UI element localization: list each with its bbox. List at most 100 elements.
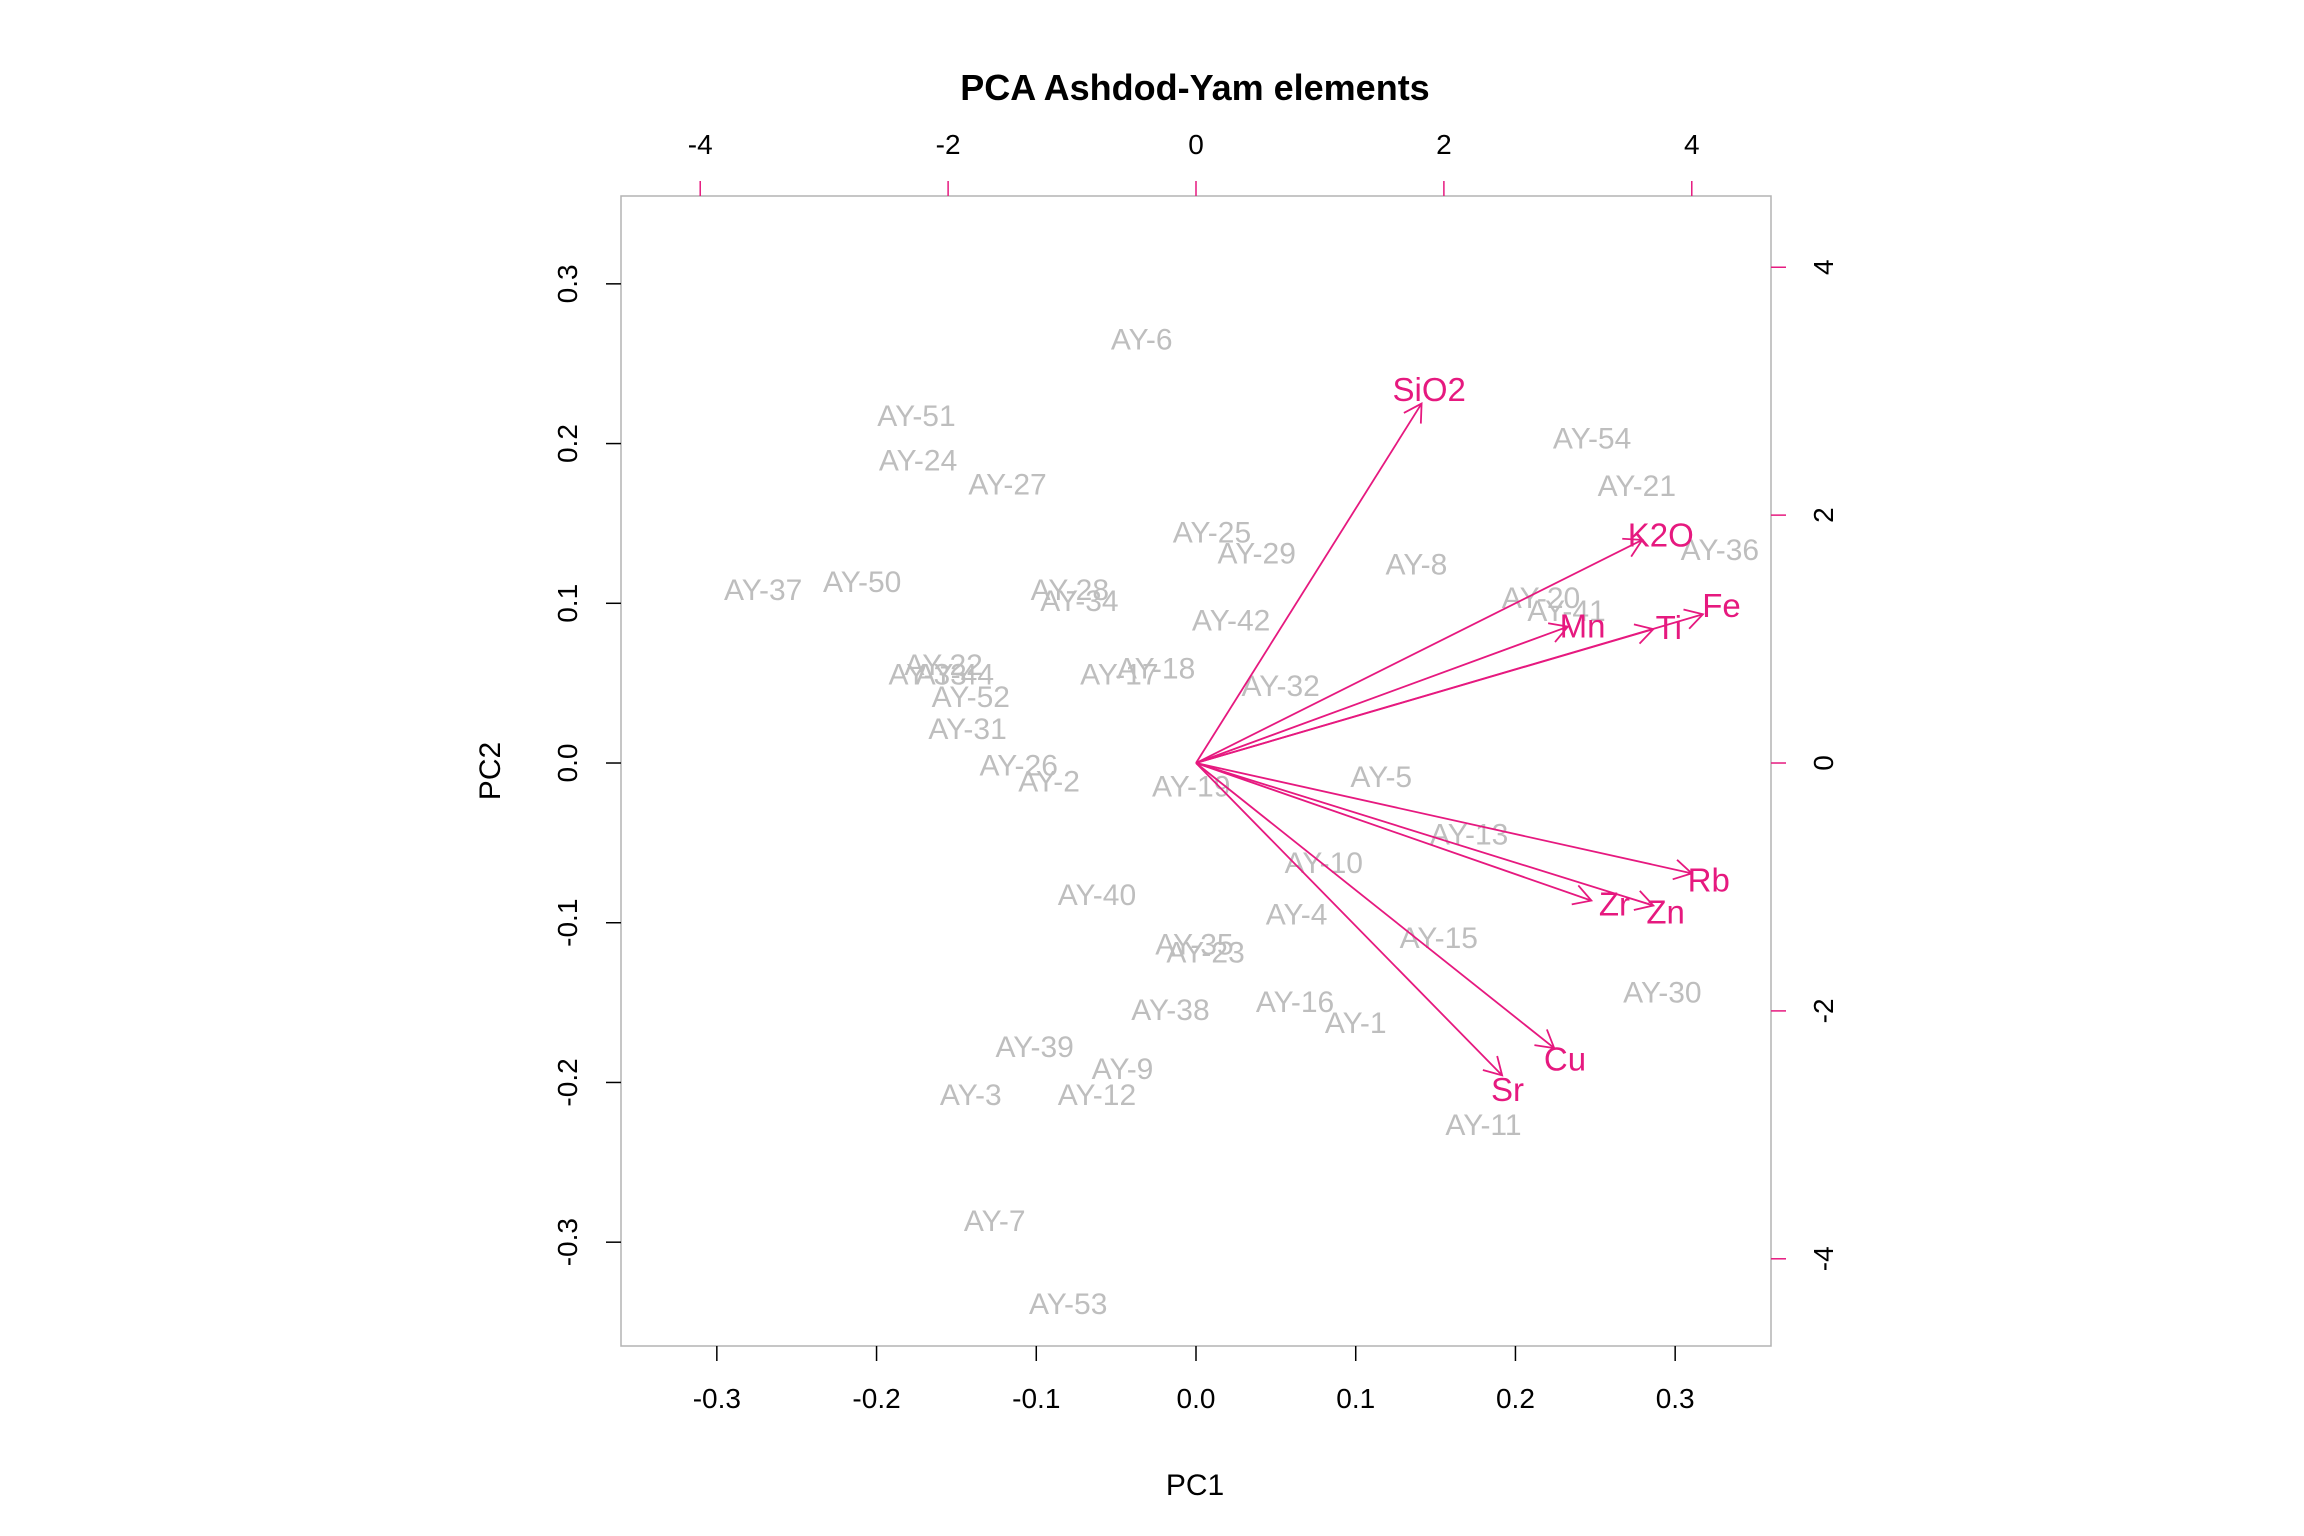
x-tick-label: -0.3 (693, 1383, 741, 1414)
observation-ay-19: AY-19 (1152, 770, 1230, 803)
observation-ay-31: AY-31 (928, 713, 1006, 746)
right-tick-label: 4 (1808, 259, 1839, 275)
observation-ay-17: AY-17 (1080, 659, 1158, 692)
y-tick-label: 0.2 (552, 424, 583, 463)
observation-ay-38: AY-38 (1131, 994, 1209, 1027)
chart-title: PCA Ashdod-Yam elements (960, 67, 1429, 108)
y-axis-title: PC2 (474, 742, 507, 800)
variable-label-fe: Fe (1702, 587, 1741, 624)
arrowhead-zr (1571, 884, 1594, 906)
arrow-zn (1195, 762, 1654, 907)
arrow-k2o (1195, 539, 1643, 764)
variable-label-cu: Cu (1544, 1040, 1586, 1077)
observation-ay-20: AY-20 (1502, 582, 1580, 615)
observation-ay-50: AY-50 (823, 566, 901, 599)
x-tick-label: -0.2 (852, 1383, 900, 1414)
observation-ay-29: AY-29 (1217, 537, 1295, 570)
arrow-rb (1195, 762, 1692, 875)
observation-ay-6: AY-6 (1111, 323, 1173, 356)
arrow-cu (1195, 762, 1555, 1049)
arrow-sio2 (1195, 403, 1423, 764)
arrow-ti (1195, 628, 1654, 764)
x-tick-label: 0.2 (1496, 1383, 1535, 1414)
observation-ay-12: AY-12 (1058, 1079, 1136, 1112)
y-tick-label: -0.3 (552, 1218, 583, 1266)
y-tick-label: -0.1 (552, 899, 583, 947)
observation-ay-25: AY-25 (1173, 517, 1251, 550)
arrow-zr (1195, 762, 1592, 902)
arrowhead-sio2 (1403, 402, 1423, 424)
arrowhead-fe (1683, 608, 1705, 630)
y-axis-right: -4 -2 0 2 4 (1771, 259, 1839, 1271)
x-tick-label: 0.3 (1656, 1383, 1695, 1414)
top-tick-label: 4 (1684, 129, 1700, 160)
observation-ay-22: AY-22 (904, 649, 982, 682)
observation-ay-7: AY-7 (964, 1205, 1026, 1238)
variable-label-rb: Rb (1688, 862, 1730, 899)
observation-ay-4: AY-4 (1266, 898, 1328, 931)
top-tick-label: -2 (936, 129, 961, 160)
observation-ay-41: AY-41 (1527, 595, 1605, 628)
observation-ay-27: AY-27 (968, 469, 1046, 502)
variable-arrows (1195, 402, 1705, 1077)
variable-label-sio2: SiO2 (1393, 371, 1466, 408)
observation-ay-37: AY-37 (724, 574, 802, 607)
variable-label-zr: Zr (1599, 885, 1630, 922)
observation-ay-8: AY-8 (1386, 548, 1448, 581)
observation-ay-35: AY-35 (1155, 929, 1233, 962)
top-tick-label: -4 (688, 129, 713, 160)
observation-ay-36: AY-36 (1681, 534, 1759, 567)
x-tick-label: 0.0 (1177, 1383, 1216, 1414)
observation-ay-44: AY-44 (916, 659, 994, 692)
observation-ay-15: AY-15 (1400, 922, 1478, 955)
observation-ay-30: AY-30 (1623, 977, 1701, 1010)
arrow-sr (1195, 762, 1503, 1076)
right-tick-label: 2 (1808, 507, 1839, 523)
y-tick-label: 0.3 (552, 264, 583, 303)
observation-ay-42: AY-42 (1192, 604, 1270, 637)
y-tick-label: -0.2 (552, 1058, 583, 1106)
observation-ay-11: AY-11 (1445, 1109, 1521, 1142)
arrow-mn (1195, 625, 1569, 764)
arrowhead-zn (1633, 890, 1656, 911)
variable-label-mn: Mn (1560, 608, 1606, 645)
observation-ay-51: AY-51 (877, 400, 955, 433)
observation-ay-3: AY-3 (940, 1079, 1002, 1112)
observation-ay-2: AY-2 (1018, 766, 1080, 799)
x-axis-top: -4 -2 0 2 4 (688, 129, 1700, 196)
observation-ay-33: AY-33 (888, 659, 966, 692)
y-tick-label: 0.0 (552, 744, 583, 783)
observation-ay-1: AY-1 (1325, 1007, 1387, 1040)
observation-ay-24: AY-24 (879, 445, 957, 478)
observation-ay-28: AY-28 (1031, 574, 1109, 607)
observation-ay-18: AY-18 (1117, 652, 1195, 685)
observation-ay-21: AY-21 (1598, 470, 1676, 503)
arrowhead-cu (1534, 1029, 1556, 1050)
top-tick-label: 2 (1436, 129, 1452, 160)
observation-ay-9: AY-9 (1092, 1053, 1154, 1086)
observation-ay-32: AY-32 (1241, 670, 1319, 703)
arrowhead-rb (1672, 859, 1694, 881)
observation-ay-40: AY-40 (1058, 879, 1136, 912)
variable-label-sr: Sr (1491, 1071, 1524, 1108)
right-tick-label: -2 (1808, 998, 1839, 1023)
arrowhead-k2o (1622, 537, 1644, 558)
arrowhead-sr (1482, 1055, 1504, 1077)
observation-ay-39: AY-39 (995, 1031, 1073, 1064)
x-axis-bottom: -0.3 -0.2 -0.1 0.0 0.1 0.2 0.3 (693, 1346, 1695, 1414)
observation-ay-5: AY-5 (1350, 761, 1412, 794)
x-axis-title: PC1 (1166, 1469, 1224, 1502)
observation-labels: AY-6AY-51AY-24AY-27AY-54AY-21AY-36AY-25A… (724, 323, 1759, 1321)
variable-label-k2o: K2O (1628, 517, 1694, 554)
y-axis-left: -0.3 -0.2 -0.1 0.0 0.1 0.2 0.3 (552, 264, 621, 1266)
arrowhead-mn (1547, 622, 1570, 643)
x-tick-label: -0.1 (1012, 1383, 1060, 1414)
variable-label-ti: Ti (1656, 609, 1682, 646)
observation-ay-54: AY-54 (1553, 422, 1631, 455)
observation-ay-16: AY-16 (1256, 986, 1334, 1019)
observation-ay-34: AY-34 (1040, 585, 1118, 618)
right-tick-label: -4 (1808, 1246, 1839, 1271)
variable-label-zn: Zn (1646, 893, 1685, 930)
right-tick-label: 0 (1808, 755, 1839, 771)
